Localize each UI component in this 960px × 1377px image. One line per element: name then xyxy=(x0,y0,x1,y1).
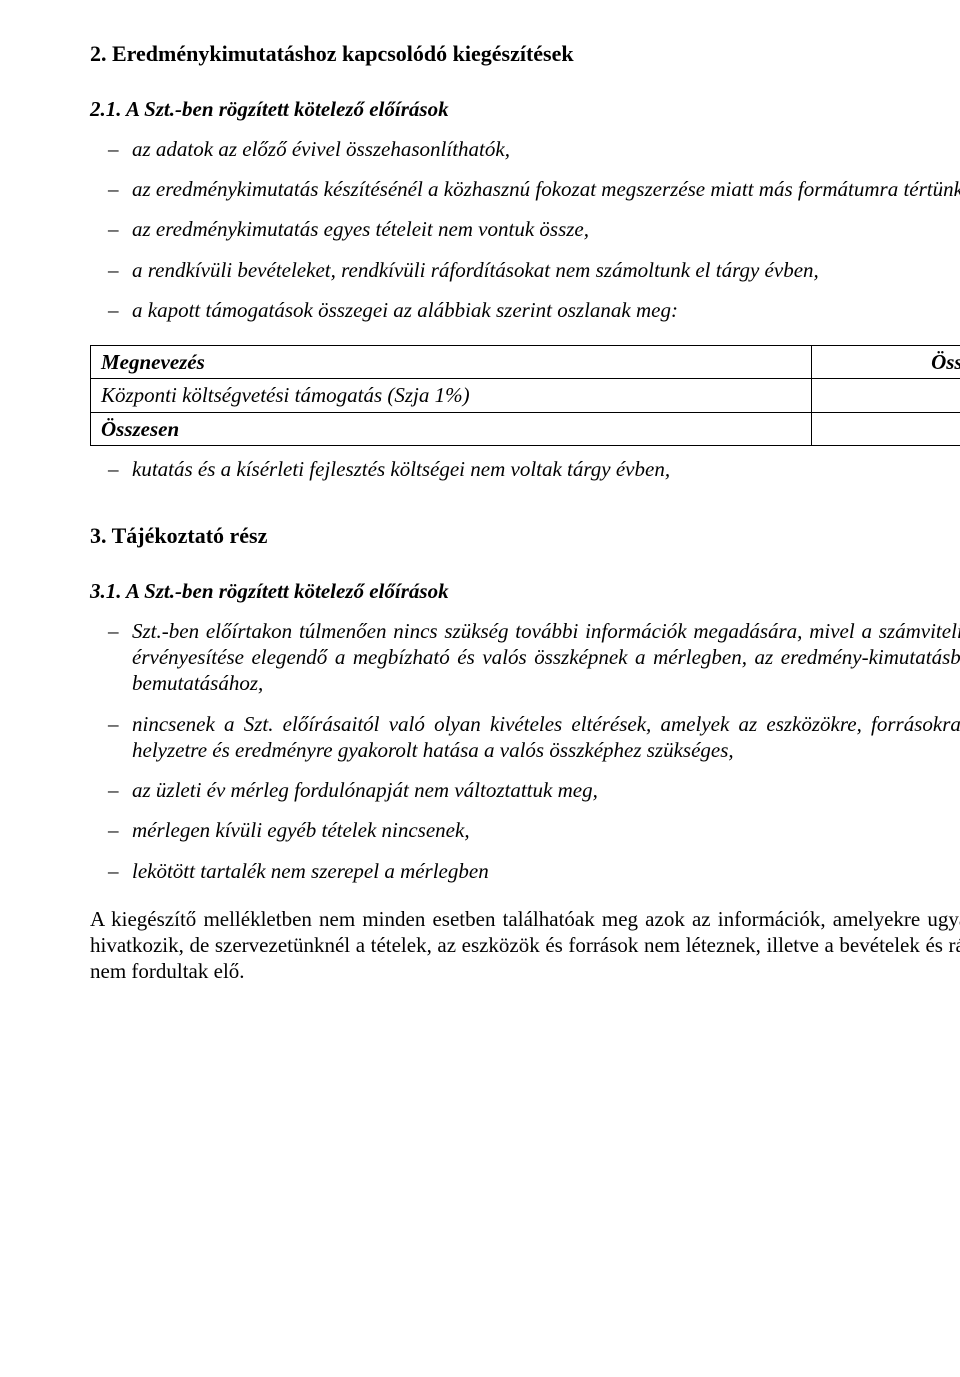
support-table: Megnevezés Összeg (eFt) Központi költség… xyxy=(90,345,960,446)
table-header-row: Megnevezés Összeg (eFt) xyxy=(91,346,960,379)
table-total-name: Összesen xyxy=(91,412,812,445)
section-2-1-heading: 2.1. A Szt.-ben rögzített kötelező előír… xyxy=(90,96,960,122)
list-item: a rendkívüli bevételeket, rendkívüli ráf… xyxy=(90,257,960,283)
list-item: Szt.-ben előírtakon túlmenően nincs szük… xyxy=(90,618,960,697)
table-cell-value: 91 xyxy=(811,379,960,412)
list-item: az üzleti év mérleg fordulónapját nem vá… xyxy=(90,777,960,803)
section-2-1-list-after: kutatás és a kísérleti fejlesztés költsé… xyxy=(90,456,960,482)
table-total-value: 91 xyxy=(811,412,960,445)
table-total-row: Összesen 91 xyxy=(91,412,960,445)
list-item: kutatás és a kísérleti fejlesztés költsé… xyxy=(90,456,960,482)
section-3-heading: 3. Tájékoztató rész xyxy=(90,522,960,550)
list-item: lekötött tartalék nem szerepel a mérlegb… xyxy=(90,858,960,884)
table-row: Központi költségvetési támogatás (Szja 1… xyxy=(91,379,960,412)
section-2-heading: 2. Eredménykimutatáshoz kapcsolódó kiegé… xyxy=(90,40,960,68)
list-item: az eredménykimutatás egyes tételeit nem … xyxy=(90,216,960,242)
closing-paragraph: A kiegészítő mellékletben nem minden ese… xyxy=(90,906,960,985)
list-item: az adatok az előző évivel összehasonlíth… xyxy=(90,136,960,162)
table-cell-name: Központi költségvetési támogatás (Szja 1… xyxy=(91,379,812,412)
list-item: az eredménykimutatás készítésénél a közh… xyxy=(90,176,960,202)
table-header-name: Megnevezés xyxy=(91,346,812,379)
list-item: nincsenek a Szt. előírásaitól való olyan… xyxy=(90,711,960,764)
list-item: a kapott támogatások összegei az alábbia… xyxy=(90,297,960,323)
table-header-value: Összeg (eFt) xyxy=(811,346,960,379)
section-3-1-list: Szt.-ben előírtakon túlmenően nincs szük… xyxy=(90,618,960,884)
section-2-1-list-before: az adatok az előző évivel összehasonlíth… xyxy=(90,136,960,323)
list-item: mérlegen kívüli egyéb tételek nincsenek, xyxy=(90,817,960,843)
section-3-1-heading: 3.1. A Szt.-ben rögzített kötelező előír… xyxy=(90,578,960,604)
